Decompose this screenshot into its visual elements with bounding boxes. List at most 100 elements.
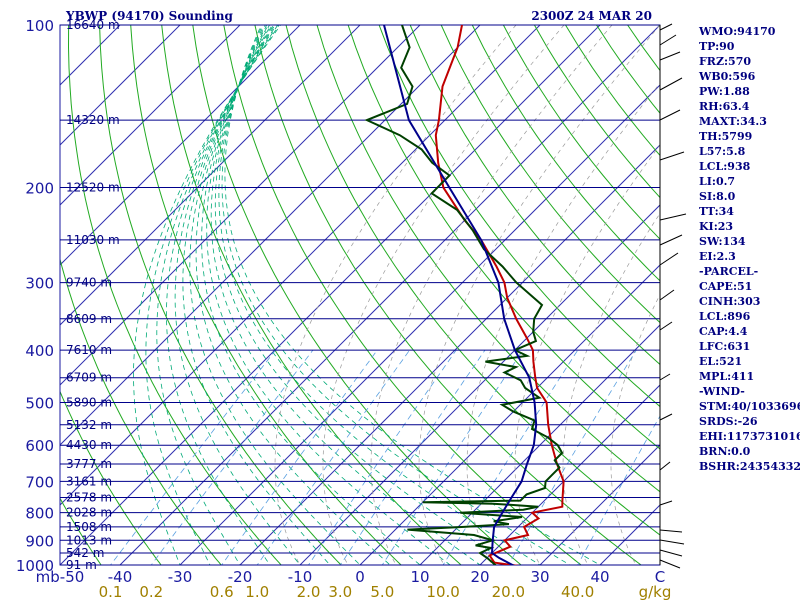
dry-adiabat-line: [67, 25, 282, 565]
wind-barb: [659, 461, 671, 471]
dry-adiabat-line: [60, 390, 162, 565]
theta-e-line: [562, 212, 660, 565]
mixing-ratio-tick-label: 20.0: [492, 583, 525, 600]
height-level-label: 2578 m: [66, 491, 112, 505]
wind-barb: [659, 529, 683, 533]
dry-adiabat-line: [440, 25, 660, 324]
moist-adiabat-line: [195, 25, 391, 565]
temperature-tick-label: 10: [410, 568, 429, 586]
height-level-label: 91 m: [66, 558, 97, 572]
background-grid: [60, 25, 660, 565]
height-level-label: 16640 m: [66, 18, 120, 32]
dry-adiabat-line: [378, 25, 660, 408]
index-line: -WIND-: [699, 385, 745, 398]
theta-e-line: [514, 144, 660, 565]
theta-e-line: [274, 25, 517, 565]
isotherm-line: [60, 25, 421, 386]
index-line: KI:23: [699, 220, 733, 233]
isotherm-line: [60, 25, 361, 326]
index-line: TH:5799: [699, 130, 752, 143]
height-level-label: 2028 m: [66, 506, 112, 520]
wind-barb: [659, 373, 671, 381]
index-line: WB0:596: [698, 70, 756, 83]
wind-barb: [659, 109, 681, 121]
temperature-tick-label: 0: [355, 568, 365, 586]
mixing-ratio-line: [110, 349, 276, 565]
dry-adiabat-line: [565, 25, 660, 157]
dry-adiabat-line: [347, 25, 660, 450]
mixing-ratio-tick-label: 40.0: [561, 583, 594, 600]
dry-adiabat-line: [316, 25, 660, 493]
isotherm-line: [539, 444, 660, 565]
pressure-tick-label: 600: [25, 437, 54, 455]
dry-adiabat-line: [99, 25, 342, 565]
mixing-ratio-line: [221, 349, 378, 565]
dewpoint-profile-line: [364, 25, 564, 565]
moist-adiabat-line: [174, 25, 301, 565]
mixing-ratio-line: [339, 349, 486, 565]
index-line: PW:1.88: [699, 85, 750, 98]
wind-barb: [659, 234, 683, 246]
mixing-ratio-tick-label: 1.0: [245, 583, 269, 600]
mixing-ratio-tick-label: 2.0: [297, 583, 321, 600]
mixing-ratio-line: [442, 349, 579, 565]
wind-barb: [659, 252, 679, 266]
theta-e-line: [610, 293, 660, 565]
mixing-ratio-line: [256, 349, 410, 565]
dry-adiabat-line: [471, 25, 660, 282]
index-line: EL:521: [699, 355, 742, 368]
theta-e-line: [466, 82, 660, 565]
chart-time: 2300Z 24 MAR 20: [531, 9, 652, 23]
pressure-tick-label: 200: [25, 180, 54, 198]
mixing-ratio-line: [308, 349, 457, 565]
index-line: EI:2.3: [699, 250, 736, 263]
pressure-tick-label: 1000: [16, 557, 54, 575]
wind-barb: [659, 559, 681, 569]
wind-barb: [659, 77, 683, 91]
index-line: SI:8.0: [699, 190, 736, 203]
mixing-ratio-tick-label: 10.0: [426, 583, 459, 600]
mixing-ratio-tick-label: 3.0: [328, 583, 352, 600]
index-line: BRN:0.0: [699, 445, 751, 458]
height-level-label: 14320 m: [66, 113, 120, 127]
index-line: SRDS:-26: [699, 415, 758, 428]
wind-barb: [659, 321, 673, 331]
isobar-grid: [59, 24, 661, 566]
pressure-tick-label: 500: [25, 394, 54, 412]
index-line: EHI:117373101670: [699, 430, 800, 443]
moist-adiabat-line: [201, 25, 421, 565]
height-level-label: 9740 m: [66, 276, 112, 290]
index-line: WMO:94170: [698, 25, 776, 38]
dry-adiabat-line: [409, 25, 660, 366]
wind-barb: [659, 539, 685, 545]
height-level-label: 3777 m: [66, 457, 112, 471]
index-line: CINH:303: [699, 295, 760, 308]
height-level-label: 7610 m: [66, 343, 112, 357]
index-line: SW:134: [699, 235, 746, 248]
dry-adiabat-line: [223, 25, 582, 565]
moist-adiabat-line: [166, 25, 277, 565]
isotherm-line: [479, 384, 660, 565]
isotherm-line: [60, 25, 481, 446]
height-level-label: 11030 m: [66, 233, 120, 247]
dry-adiabat-line: [254, 25, 642, 565]
chart-title: YBWP (94170) Sounding: [65, 9, 233, 23]
isotherm-line: [359, 264, 660, 565]
dry-adiabat-line: [60, 497, 102, 565]
height-level-label: 1508 m: [66, 520, 112, 534]
height-level-label: 542 m: [66, 546, 104, 560]
moist-adiabat-line: [218, 25, 541, 565]
index-line: MAXT:34.3: [699, 115, 767, 128]
isotherm-line: [60, 25, 241, 206]
temperature-tick-label: -10: [288, 568, 313, 586]
temperature-tick-label: 20: [470, 568, 489, 586]
index-line: RH:63.4: [699, 100, 750, 113]
temperature-tick-label: 30: [530, 568, 549, 586]
moist-adiabat-line: [182, 25, 331, 565]
index-line: FRZ:570: [699, 55, 751, 68]
dry-adiabat-line: [285, 25, 660, 536]
wind-barb: [659, 51, 681, 61]
moist-adiabat-line: [189, 25, 361, 565]
